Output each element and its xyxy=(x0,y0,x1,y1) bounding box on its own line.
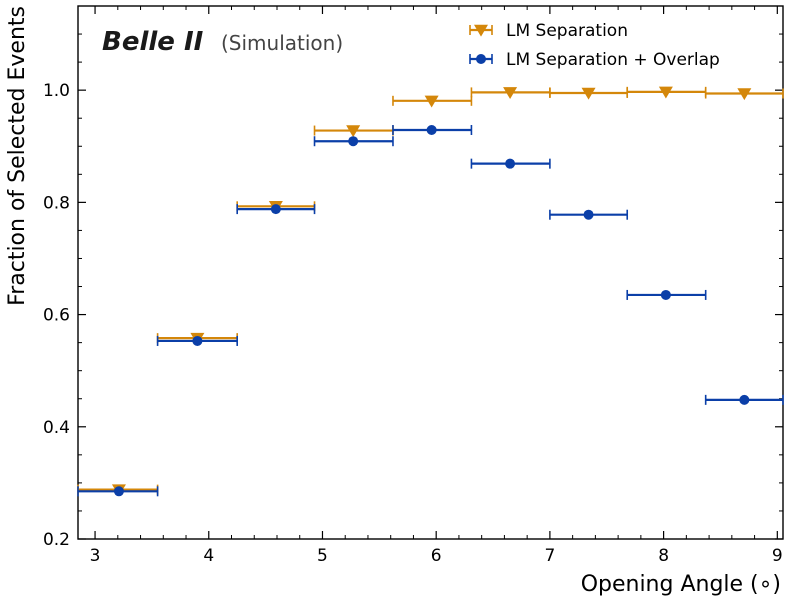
x-tick-label: 3 xyxy=(90,546,101,566)
legend-label: LM Separation + Overlap xyxy=(506,50,720,70)
data-point xyxy=(424,95,439,108)
x-tick-label: 7 xyxy=(544,546,555,566)
x-axis-label: Opening Angle (∘) xyxy=(581,572,781,597)
legend-marker xyxy=(476,54,486,64)
data-point xyxy=(192,335,203,346)
y-tick-label: 0.8 xyxy=(43,193,70,213)
y-tick-label: 0.2 xyxy=(43,530,70,550)
data-point xyxy=(737,88,752,101)
x-tick-label: 9 xyxy=(772,546,783,566)
y-tick-label: 1.0 xyxy=(43,81,70,101)
x-tick-label: 8 xyxy=(658,546,669,566)
x-tick-label: 5 xyxy=(317,546,328,566)
data-point xyxy=(426,124,437,135)
x-tick-label: 6 xyxy=(431,546,442,566)
plot-area: 3 4 5 6 7 8 9 0.2 0.4 0.6 0.8 1.0 xyxy=(43,5,784,566)
series-lm-separation xyxy=(77,86,784,497)
data-point xyxy=(505,158,516,169)
data-point xyxy=(346,125,361,138)
data-point xyxy=(270,204,281,215)
y-tick-label: 0.6 xyxy=(43,306,70,326)
x-tick-label: 4 xyxy=(203,546,214,566)
series-lm-separation-overlap xyxy=(77,124,784,497)
data-point xyxy=(113,486,124,497)
data-point xyxy=(583,209,594,220)
data-point xyxy=(581,87,596,100)
simulation-label: (Simulation) xyxy=(221,31,343,55)
y-tick-label: 0.4 xyxy=(43,418,70,438)
data-point xyxy=(503,87,518,100)
experiment-label: Belle II xyxy=(102,27,204,57)
plot-frame xyxy=(77,5,784,540)
y-axis-label: Fraction of Selected Events xyxy=(5,6,30,306)
data-point xyxy=(658,86,673,99)
legend-marker xyxy=(474,24,488,37)
legend: LM Separation LM Separation + Overlap xyxy=(469,21,720,70)
data-point xyxy=(348,136,359,147)
legend-label: LM Separation xyxy=(506,21,628,41)
data-point xyxy=(660,289,671,300)
data-point xyxy=(739,394,750,405)
